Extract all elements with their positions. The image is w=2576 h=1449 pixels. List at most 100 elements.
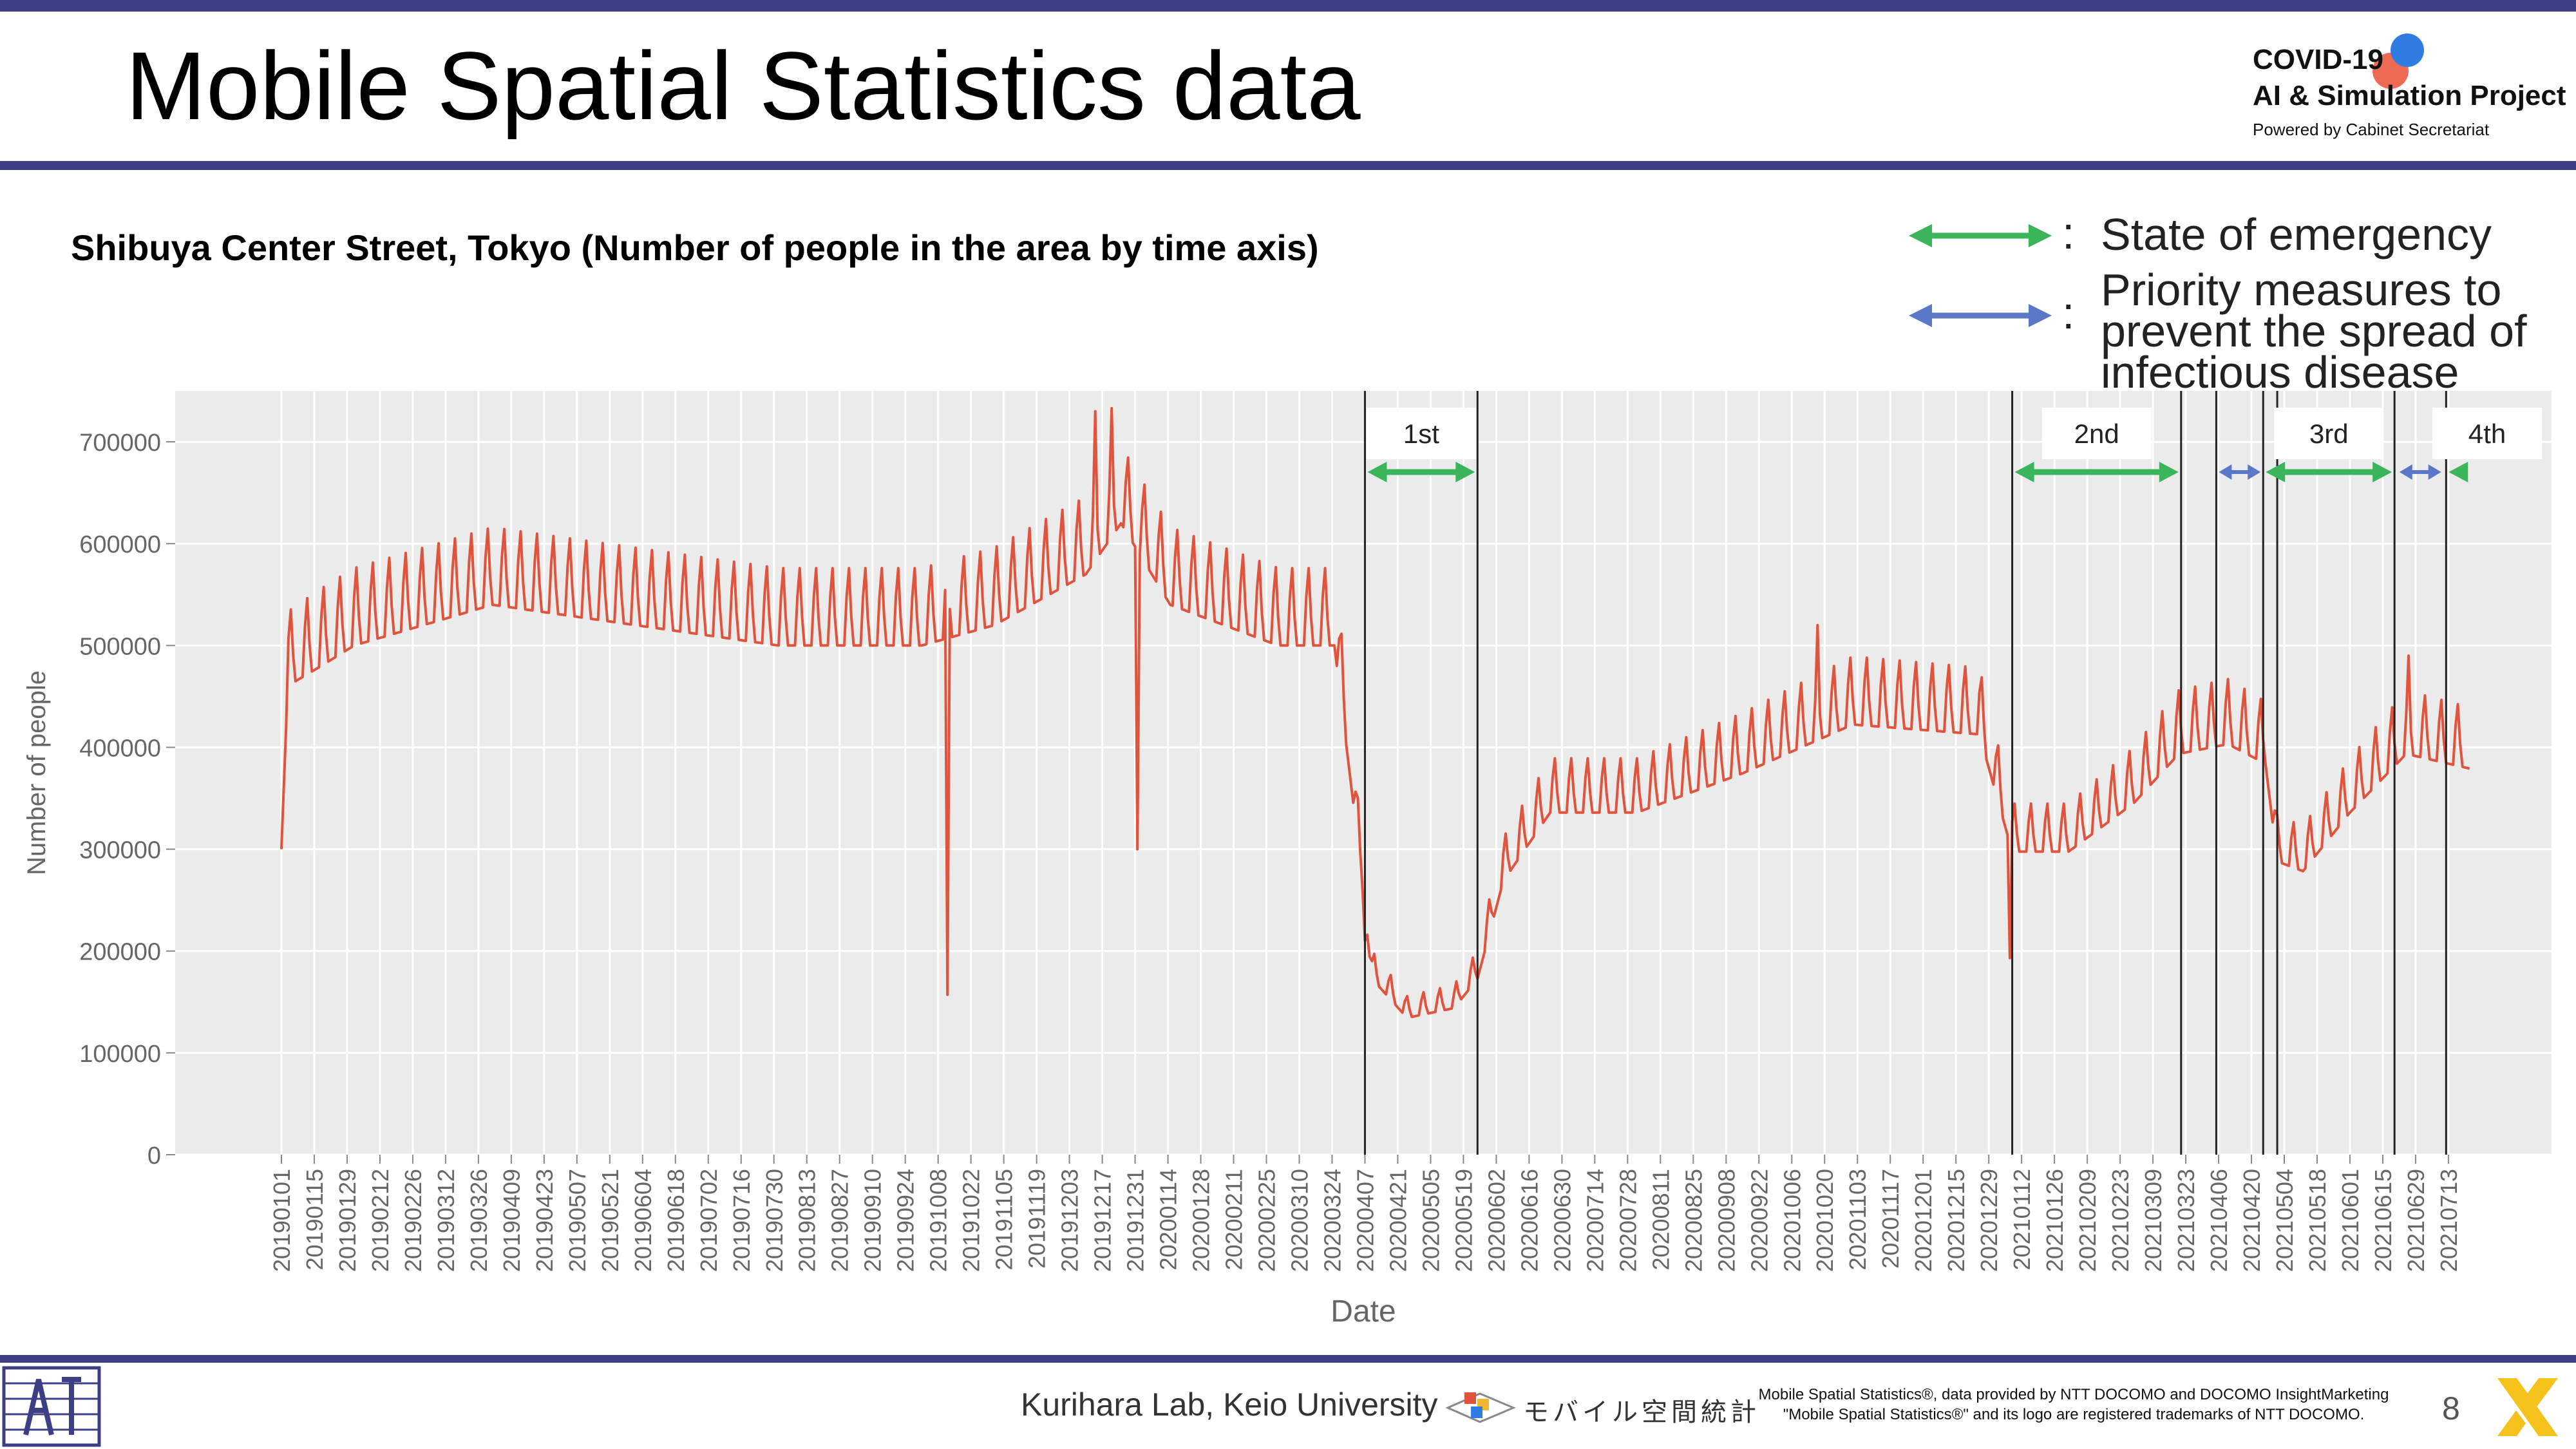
x-tick-label: 20190507 bbox=[564, 1169, 591, 1272]
y-tick-label: 600000 bbox=[79, 531, 161, 558]
y-tick-label: 500000 bbox=[79, 633, 161, 660]
x-tick-label: 20190702 bbox=[696, 1169, 722, 1272]
period-arrow-head-left bbox=[2448, 462, 2468, 482]
x-tick-label: 20200211 bbox=[1221, 1169, 1247, 1271]
y-tick-label: 300000 bbox=[79, 837, 161, 864]
x-tick-label: 20201103 bbox=[1844, 1169, 1871, 1271]
period-label: 4th bbox=[2468, 419, 2506, 449]
period-label-box bbox=[1366, 408, 1476, 459]
x-tick-label: 20200421 bbox=[1385, 1169, 1411, 1272]
page-title: Mobile Spatial Statistics data bbox=[126, 32, 1361, 140]
period-arrow-head-right bbox=[1455, 462, 1475, 482]
footer-jp-logo-text: モバイル空間統計 bbox=[1523, 1398, 1760, 1426]
x-tick-label: 20191008 bbox=[925, 1169, 952, 1272]
footer-copyright-note: Mobile Spatial Statistics®, data provide… bbox=[1700, 1385, 2447, 1425]
period-label: 1st bbox=[1403, 419, 1439, 449]
chart-subtitle: Shibuya Center Street, Tokyo (Number of … bbox=[71, 227, 1319, 268]
legend-priority-label-line-3: infectious disease bbox=[2101, 347, 2459, 397]
period-arrow-head-left bbox=[2266, 462, 2286, 482]
x-tick-label: 20200616 bbox=[1516, 1169, 1542, 1272]
x-tick-label: 20190129 bbox=[334, 1169, 361, 1272]
x-tick-label: 20191105 bbox=[991, 1169, 1018, 1271]
x-tick-label: 20210209 bbox=[2074, 1169, 2101, 1272]
x-tick-label: 20201229 bbox=[1976, 1169, 2002, 1272]
top-accent-bar bbox=[0, 0, 2576, 12]
period-label: 2nd bbox=[2074, 419, 2119, 449]
x-tick-label: 20210126 bbox=[2041, 1169, 2068, 1272]
period-label: 3rd bbox=[2309, 419, 2349, 449]
logo-line-2: AI & Simulation Project bbox=[2253, 80, 2566, 111]
keio-lab-logo-icon bbox=[2, 1366, 101, 1447]
x-tick-label: 20210518 bbox=[2304, 1169, 2331, 1272]
x-tick-label: 20210112 bbox=[2009, 1169, 2035, 1271]
x-tick-label: 20190924 bbox=[893, 1169, 919, 1272]
x-tick-label: 20190910 bbox=[860, 1169, 886, 1272]
x-tick-label: 20210629 bbox=[2403, 1169, 2429, 1272]
legend-priority-label-line-1: Priority measures to bbox=[2101, 265, 2502, 315]
x-tick-label: 20190813 bbox=[794, 1169, 820, 1272]
page-number: 8 bbox=[2442, 1390, 2460, 1426]
legend-colon-2: : bbox=[2062, 288, 2075, 338]
period-label-box bbox=[2041, 408, 2152, 459]
x-tick-label: 20201201 bbox=[1910, 1169, 1937, 1272]
covid-project-logo: COVID-19 AI & Simulation Project Powered… bbox=[2248, 32, 2566, 148]
period-arrow-head-right bbox=[2372, 462, 2392, 482]
period-arrow-head-left bbox=[2219, 464, 2232, 480]
x-tick-label: 20200811 bbox=[1647, 1169, 1674, 1271]
logo-dots-icon bbox=[2372, 33, 2424, 89]
x-tick-label: 20190604 bbox=[630, 1169, 656, 1272]
mobile-spatial-statistics-logo-icon bbox=[1445, 1392, 1516, 1423]
x-tick-label: 20190115 bbox=[301, 1169, 328, 1271]
legend-priority-label-line-2: prevent the spread of bbox=[2101, 306, 2527, 356]
x-tick-label: 20200407 bbox=[1352, 1169, 1378, 1272]
x-tick-label: 20200630 bbox=[1549, 1169, 1575, 1272]
x-tick-label: 20200324 bbox=[1319, 1169, 1345, 1272]
x-tick-label: 20191231 bbox=[1122, 1169, 1149, 1272]
x-tick-label: 20210309 bbox=[2140, 1169, 2166, 1272]
x-tick-label: 20201020 bbox=[1812, 1169, 1838, 1272]
x-tick-label: 20200728 bbox=[1615, 1169, 1641, 1272]
x-tick-label: 20210615 bbox=[2370, 1169, 2396, 1272]
y-tick-label: 200000 bbox=[79, 939, 161, 966]
x-brand-logo-icon bbox=[2497, 1378, 2558, 1436]
x-tick-label: 20190423 bbox=[531, 1169, 558, 1272]
x-tick-label: 20201006 bbox=[1779, 1169, 1805, 1272]
x-tick-label: 20201117 bbox=[1877, 1169, 1904, 1269]
x-tick-label: 20210223 bbox=[2107, 1169, 2134, 1272]
footer-note-line-1: Mobile Spatial Statistics®, data provide… bbox=[1758, 1386, 2389, 1403]
y-tick-label: 100000 bbox=[79, 1041, 161, 1068]
period-arrow-head-right bbox=[2248, 464, 2261, 480]
x-tick-label: 20200714 bbox=[1582, 1169, 1608, 1272]
x-tick-label: 20190101 bbox=[269, 1169, 295, 1272]
x-tick-label: 20200310 bbox=[1286, 1169, 1312, 1272]
x-tick-label: 20191119 bbox=[1024, 1169, 1050, 1269]
x-tick-label: 20190212 bbox=[367, 1169, 393, 1272]
footer-lab-name: Kurihara Lab, Keio University bbox=[1021, 1387, 1438, 1423]
period-arrow-head-left bbox=[1367, 462, 1387, 482]
legend-colon-1: : bbox=[2062, 208, 2075, 258]
logo-line-1: COVID-19 bbox=[2253, 44, 2383, 75]
period-arrow-head-left bbox=[2399, 464, 2412, 480]
x-tick-label: 20210420 bbox=[2239, 1169, 2265, 1272]
period-label-box bbox=[2432, 408, 2542, 459]
plot-background bbox=[175, 391, 2552, 1155]
x-tick-label: 20210713 bbox=[2436, 1169, 2462, 1272]
x-tick-label: 20200825 bbox=[1680, 1169, 1707, 1272]
x-tick-label: 20210406 bbox=[2206, 1169, 2232, 1272]
x-tick-label: 20200505 bbox=[1417, 1169, 1444, 1272]
x-tick-label: 20190326 bbox=[466, 1169, 492, 1272]
x-tick-label: 20191022 bbox=[958, 1169, 985, 1272]
y-tick-label: 700000 bbox=[79, 430, 161, 457]
x-tick-label: 20210504 bbox=[2271, 1169, 2298, 1272]
x-tick-label: 20190730 bbox=[761, 1169, 788, 1272]
footer-rule bbox=[0, 1355, 2576, 1363]
x-tick-label: 20200114 bbox=[1155, 1169, 1182, 1271]
x-tick-label: 20200922 bbox=[1746, 1169, 1772, 1272]
legend-priority-arrow-icon bbox=[1909, 304, 2052, 327]
footer-note-line-2: "Mobile Spatial Statistics®" and its log… bbox=[1783, 1406, 2365, 1423]
x-tick-label: 20190226 bbox=[400, 1169, 426, 1272]
logo-line-3: Powered by Cabinet Secretariat bbox=[2253, 120, 2490, 139]
x-tick-label: 20210601 bbox=[2337, 1169, 2363, 1272]
x-axis-title: Date bbox=[1331, 1294, 1396, 1329]
x-tick-label: 20190521 bbox=[597, 1169, 623, 1272]
